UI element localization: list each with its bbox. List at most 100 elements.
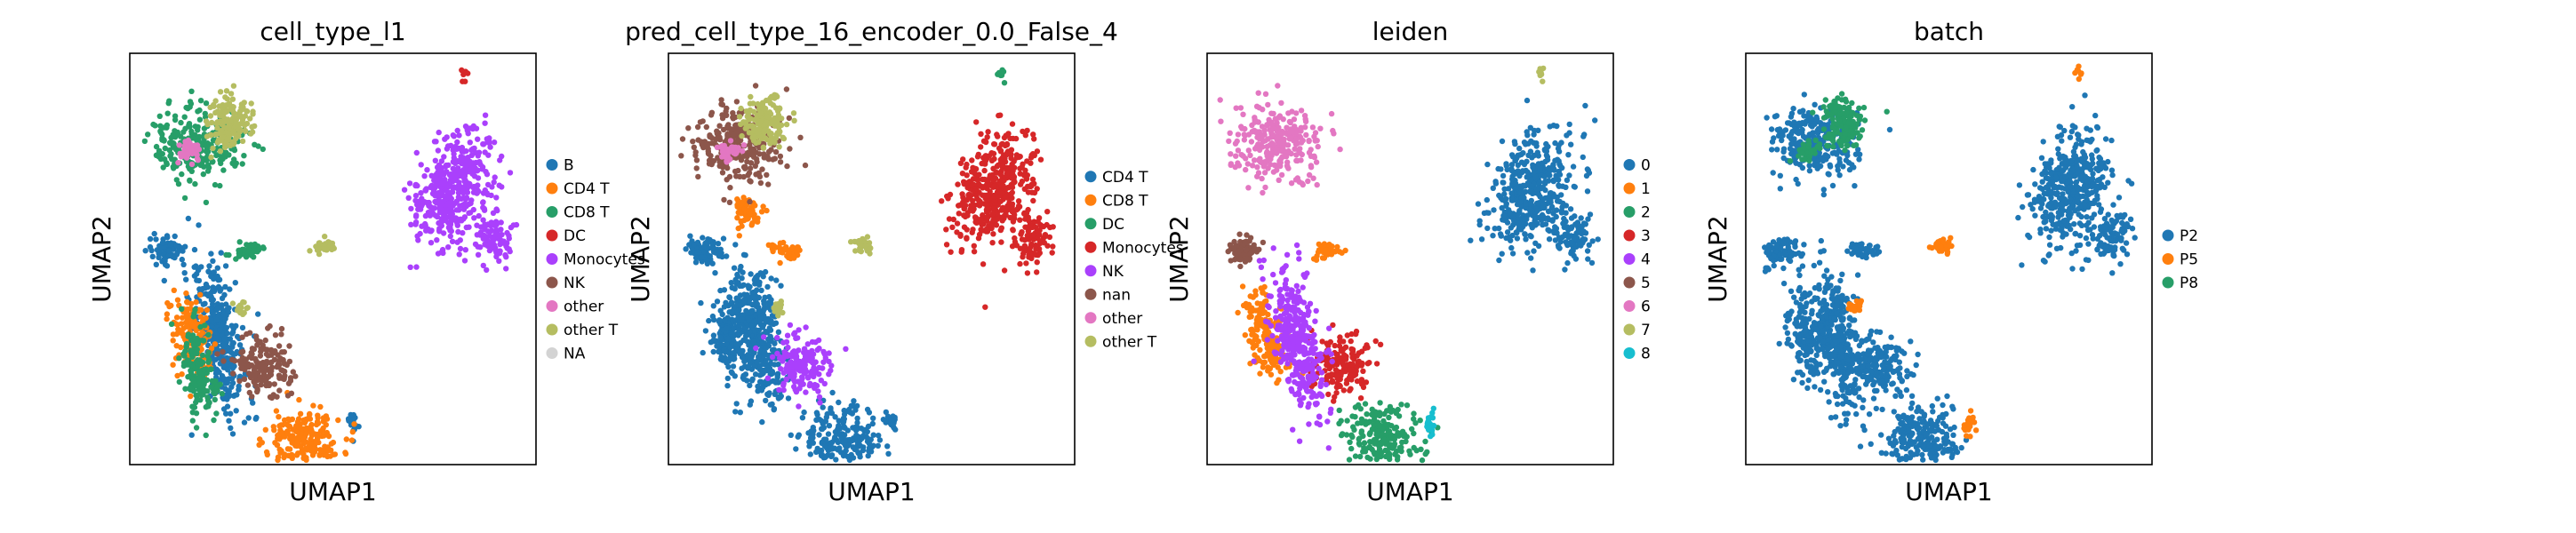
scatter-point [183, 290, 189, 297]
scatter-point [762, 317, 769, 324]
scatter-point [732, 242, 739, 248]
scatter-point [316, 451, 323, 457]
scatter-point [694, 249, 700, 255]
scatter-point [1000, 163, 1006, 169]
scatter-point [780, 358, 786, 364]
scatter-point [969, 229, 975, 235]
scatter-point [1507, 211, 1514, 217]
scatter-point [746, 170, 753, 176]
scatter-point [783, 86, 790, 92]
scatter-point [147, 235, 154, 243]
scatter-point [503, 254, 509, 260]
legend-label: DC [1102, 216, 1124, 234]
scatter-point [816, 432, 822, 438]
scatter-point [1005, 131, 1012, 137]
scatter-point [145, 131, 151, 138]
scatter-point [741, 291, 748, 298]
scatter-point [1021, 243, 1028, 249]
scatter-point [230, 83, 237, 89]
scatter-point [480, 204, 486, 211]
scatter-point [1498, 233, 1505, 239]
scatter-point [422, 222, 428, 228]
scatter-point [236, 253, 243, 259]
scatter-point [841, 423, 847, 430]
scatter-point [278, 331, 284, 338]
legend-marker [546, 182, 558, 195]
scatter-point [880, 417, 887, 423]
scatter-point [1481, 210, 1488, 217]
scatter-point [1528, 255, 1534, 261]
scatter-point [174, 372, 180, 379]
scatter-point [173, 177, 180, 183]
scatter-point [417, 230, 423, 237]
scatter-point [1584, 188, 1591, 195]
scatter-point [971, 243, 978, 249]
scatter-point [780, 309, 786, 316]
scatter-point [164, 311, 171, 317]
scatter-point [186, 122, 192, 129]
scatter-point [156, 251, 162, 257]
scatter-point [1565, 152, 1572, 158]
scatter-point [181, 270, 188, 276]
scatter-point [198, 346, 204, 353]
scatter-point [221, 335, 228, 342]
scatter-point [803, 324, 809, 330]
scatter-point [981, 167, 988, 174]
scatter-point [166, 98, 172, 104]
scatter-point [802, 162, 809, 169]
scatter-point [275, 435, 281, 442]
scatter-point [170, 362, 176, 368]
scatter-point [767, 327, 774, 333]
scatter-point [724, 383, 731, 389]
scatter-point [168, 151, 174, 157]
scatter-point [482, 120, 488, 126]
scatter-point [1021, 211, 1028, 217]
scatter-point [802, 370, 808, 377]
scatter-point [276, 343, 283, 349]
scatter-point [775, 394, 781, 400]
scatter-point [959, 171, 966, 177]
scatter-point [963, 164, 969, 171]
scatter-point [759, 418, 765, 426]
scatter-point [741, 206, 748, 212]
scatter-point [973, 186, 980, 192]
scatter-point [738, 263, 744, 270]
legend-marker [546, 323, 558, 336]
scatter-point [739, 316, 745, 322]
scatter-point [1248, 314, 1254, 320]
scatter-point [209, 317, 215, 323]
scatter-point [967, 206, 973, 212]
scatter-point [351, 421, 357, 427]
scatter-point [419, 195, 425, 202]
scatter-point [1500, 212, 1507, 219]
scatter-point [1332, 248, 1339, 254]
scatter-point [1534, 207, 1540, 214]
scatter-point [1575, 227, 1582, 234]
scatter-point [740, 269, 746, 275]
scatter-point [819, 426, 826, 433]
scatter-point [255, 311, 261, 317]
scatter-point [719, 115, 726, 122]
scatter-point [298, 443, 304, 449]
scatter-point [841, 432, 848, 438]
scatter-point [1022, 132, 1029, 139]
scatter-point [486, 247, 493, 254]
scatter-point [797, 134, 804, 140]
scatter-point [958, 249, 964, 255]
scatter-point [436, 200, 444, 206]
scatter-point [799, 415, 806, 421]
scatter-point [1029, 176, 1036, 183]
scatter-point [856, 451, 863, 457]
scatter-point [176, 355, 182, 362]
scatter-point [1512, 171, 1518, 177]
scatter-point [984, 203, 990, 210]
scatter-point [1017, 217, 1023, 223]
scatter-point [274, 394, 280, 400]
scatter-point [195, 357, 201, 363]
scatter-point [492, 174, 498, 180]
scatter-point [310, 446, 317, 452]
scatter-point [892, 426, 899, 433]
scatter-point [1024, 233, 1031, 239]
scatter-point [1566, 172, 1572, 179]
